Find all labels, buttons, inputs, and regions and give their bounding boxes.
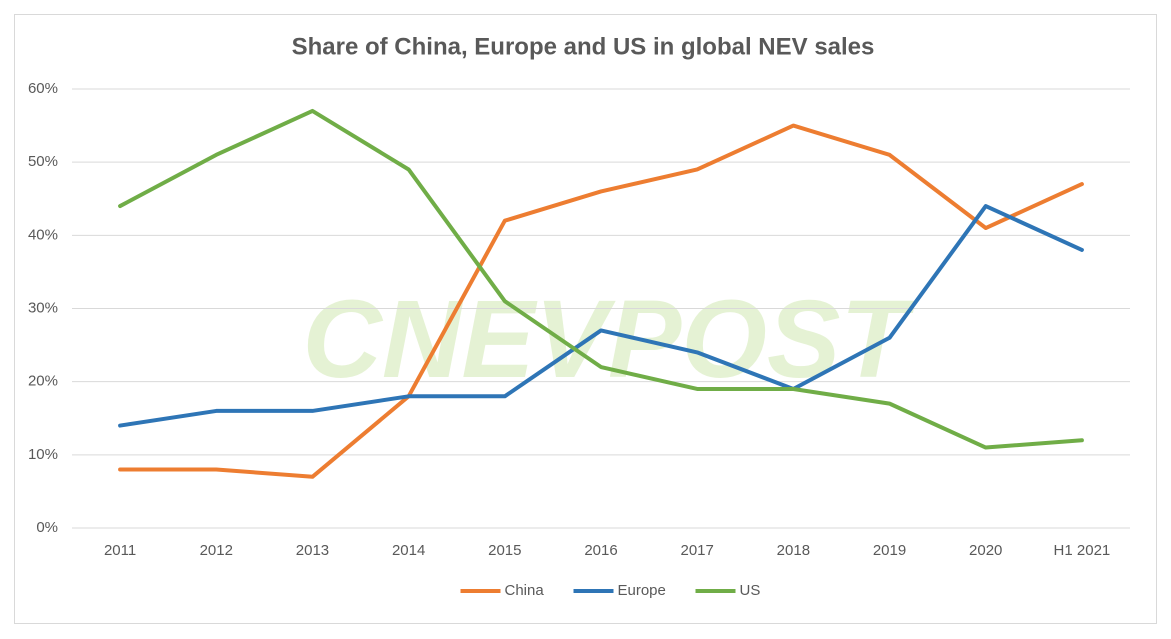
- x-tick-label: 2017: [680, 542, 713, 559]
- legend-label: Europe: [618, 582, 666, 599]
- y-tick-label: 10%: [28, 446, 58, 463]
- x-tick-label: 2012: [200, 542, 233, 559]
- legend-label: US: [740, 582, 761, 599]
- x-tick-label: 2020: [969, 542, 1002, 559]
- y-tick-label: 40%: [28, 226, 58, 243]
- legend-label: China: [505, 582, 545, 599]
- x-tick-label: 2019: [873, 542, 906, 559]
- x-tick-label: 2016: [584, 542, 617, 559]
- data-line: [118, 108, 1084, 450]
- chart-frame: [14, 14, 1157, 624]
- x-tick-label: 2014: [392, 542, 425, 559]
- x-tick-label: H1 2021: [1054, 542, 1111, 559]
- data-line: [118, 123, 1084, 479]
- x-tick-label: 2011: [104, 542, 136, 559]
- x-tick-label: 2018: [777, 542, 810, 559]
- watermark: CNEVPOST: [302, 278, 915, 401]
- y-tick-label: 20%: [28, 373, 58, 390]
- y-tick-label: 30%: [28, 299, 58, 316]
- data-line: [118, 204, 1084, 428]
- y-tick-label: 60%: [28, 80, 58, 97]
- y-tick-label: 50%: [28, 153, 58, 170]
- x-tick-label: 2013: [296, 542, 329, 559]
- chart-title: Share of China, Europe and US in global …: [292, 33, 875, 60]
- x-tick-label: 2015: [488, 542, 521, 559]
- y-tick-label: 0%: [36, 519, 58, 536]
